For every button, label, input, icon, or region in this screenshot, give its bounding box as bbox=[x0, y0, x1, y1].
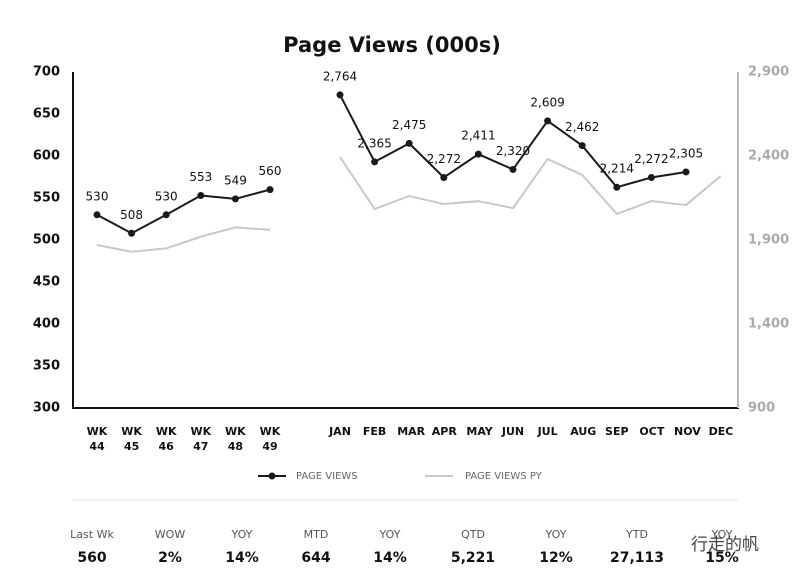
data-label: 2,320 bbox=[496, 144, 530, 158]
data-label: 2,475 bbox=[392, 118, 426, 132]
marker bbox=[647, 174, 655, 182]
data-label: 2,272 bbox=[427, 152, 461, 166]
data-label: 2,764 bbox=[323, 69, 357, 83]
data-label: 2,411 bbox=[461, 129, 495, 143]
marker bbox=[162, 211, 170, 219]
data-label: 2,305 bbox=[669, 146, 703, 160]
marker bbox=[231, 195, 239, 203]
marker bbox=[371, 158, 379, 166]
y-tick-label: 600 bbox=[33, 149, 60, 164]
marker bbox=[613, 183, 621, 191]
x-tick-label: WK 44 bbox=[86, 425, 108, 453]
y-tick-label: 450 bbox=[33, 275, 60, 290]
kpi-label: Last Wk bbox=[70, 528, 114, 541]
kpi-value: 644 bbox=[301, 550, 330, 566]
data-label: 549 bbox=[224, 173, 247, 187]
marker bbox=[578, 142, 586, 150]
y-tick-label: 700 bbox=[33, 65, 60, 80]
data-label: 530 bbox=[155, 189, 178, 203]
marker bbox=[128, 229, 136, 237]
x-tick-label: AUG bbox=[570, 425, 597, 438]
y2-tick-label: 2,900 bbox=[748, 65, 789, 80]
x-tick-label: JAN bbox=[329, 425, 351, 438]
x-tick-label: WK 46 bbox=[155, 425, 177, 453]
kpi-value: 5,221 bbox=[451, 550, 495, 566]
kpi-value: 14% bbox=[373, 550, 407, 566]
data-label: 530 bbox=[86, 189, 109, 203]
kpi-label: MTD bbox=[304, 528, 329, 541]
line bbox=[96, 188, 271, 235]
x-tick-label: WK 49 bbox=[259, 425, 281, 453]
marker bbox=[440, 174, 448, 182]
marker bbox=[474, 150, 482, 158]
data-label: 2,462 bbox=[565, 120, 599, 134]
kpi-label: WOW bbox=[155, 528, 186, 541]
x-tick-label: MAR bbox=[397, 425, 426, 438]
y-tick-label: 550 bbox=[33, 191, 60, 206]
marker bbox=[544, 117, 552, 125]
chart-title: Page Views (000s) bbox=[283, 33, 501, 57]
data-label: 2,609 bbox=[530, 95, 564, 109]
y-tick-label: 650 bbox=[33, 107, 60, 122]
kpi-value: 15% bbox=[705, 550, 739, 566]
x-tick-label: SEP bbox=[605, 425, 629, 438]
kpi-label: YTD bbox=[625, 528, 648, 541]
data-label: 2,214 bbox=[600, 162, 634, 176]
marker bbox=[266, 186, 274, 194]
kpi-label: YOY bbox=[231, 528, 253, 541]
x-tick-label: WK 45 bbox=[121, 425, 142, 453]
marker bbox=[682, 168, 690, 176]
y-tick-label: 500 bbox=[33, 233, 60, 248]
kpi-label: QTD bbox=[461, 528, 485, 541]
data-label: 553 bbox=[189, 170, 212, 184]
data-label: 508 bbox=[120, 208, 143, 222]
legend-marker bbox=[268, 472, 276, 480]
x-tick-label: APR bbox=[431, 425, 457, 438]
kpi-label: YOY bbox=[379, 528, 401, 541]
legend-label: PAGE VIEWS bbox=[296, 471, 358, 482]
x-tick-label: JUL bbox=[537, 425, 558, 438]
kpi-value: 27,113 bbox=[610, 550, 664, 566]
x-tick-label: FEB bbox=[362, 425, 387, 438]
data-label: 560 bbox=[259, 164, 282, 178]
x-tick-label: WK 47 bbox=[190, 425, 212, 453]
data-label: 2,365 bbox=[357, 136, 391, 150]
kpi-label: YOY bbox=[711, 528, 733, 541]
y2-tick-label: 1,900 bbox=[748, 233, 789, 248]
y2-tick-label: 900 bbox=[748, 401, 775, 416]
x-tick-label: OCT bbox=[639, 425, 665, 438]
marker bbox=[336, 91, 344, 99]
marker bbox=[509, 165, 517, 173]
kpi-label: YOY bbox=[545, 528, 567, 541]
y-tick-label: 300 bbox=[33, 401, 60, 416]
y-tick-label: 400 bbox=[33, 317, 60, 332]
x-tick-label: NOV bbox=[674, 425, 701, 438]
y2-tick-label: 1,400 bbox=[748, 317, 789, 332]
line bbox=[339, 156, 722, 216]
kpi-value: 560 bbox=[77, 550, 106, 566]
marker bbox=[93, 211, 101, 219]
legend-label: PAGE VIEWS PY bbox=[465, 471, 543, 482]
x-tick-label: DEC bbox=[708, 425, 734, 438]
watermark: 行走的帆 bbox=[691, 535, 759, 555]
y2-tick-label: 2,400 bbox=[748, 149, 789, 164]
x-tick-label: MAY bbox=[466, 425, 493, 438]
data-label: 2,272 bbox=[634, 152, 668, 166]
marker bbox=[197, 191, 205, 199]
marker bbox=[405, 139, 413, 147]
kpi-value: 2% bbox=[158, 550, 182, 566]
kpi-value: 12% bbox=[539, 550, 573, 566]
line bbox=[96, 226, 271, 253]
line bbox=[339, 94, 687, 189]
x-tick-label: WK 48 bbox=[225, 425, 246, 453]
x-tick-label: JUN bbox=[501, 425, 525, 438]
y-tick-label: 350 bbox=[33, 359, 60, 374]
kpi-value: 14% bbox=[225, 550, 259, 566]
